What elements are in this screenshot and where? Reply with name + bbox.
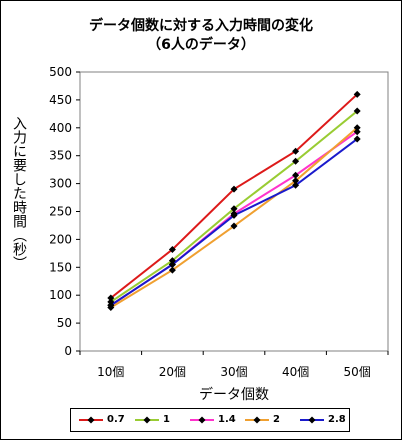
chart-subtitle: （6人のデータ）	[147, 37, 255, 53]
legend-swatch	[135, 416, 159, 424]
legend-label: 1	[163, 414, 170, 425]
legend-swatch	[245, 416, 269, 424]
legend-swatch	[190, 416, 214, 424]
x-axis-label: データ個数	[199, 387, 269, 403]
legend: 0.7 1 1.4 2 2.8	[70, 408, 350, 432]
chart-title: データ個数に対する入力時間の変化	[89, 18, 313, 34]
legend-swatch	[79, 416, 103, 424]
legend-label: 2	[273, 414, 280, 425]
legend-label: 1.4	[218, 414, 236, 425]
y-axis-label: 入力に要した時間（秒）	[11, 116, 27, 270]
legend-swatch	[300, 416, 324, 424]
legend-label: 2.8	[328, 414, 346, 425]
legend-label: 0.7	[107, 414, 125, 425]
